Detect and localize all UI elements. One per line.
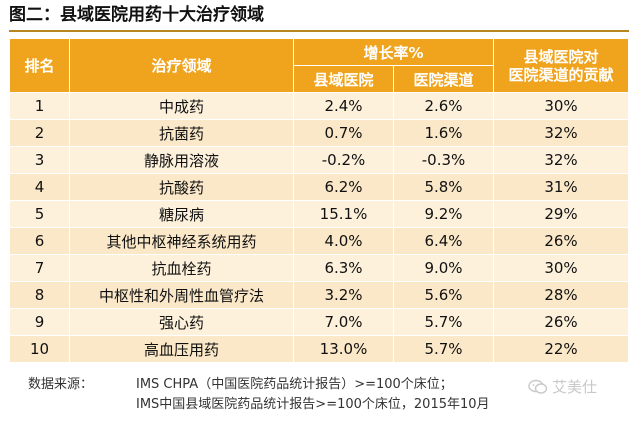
table-row: 5 糖尿病 15.1% 9.2% 29% <box>9 200 629 228</box>
cell-hospital-growth: 6.4% <box>393 227 494 255</box>
figure-title: 图二：县域医院用药十大治疗领域 <box>9 5 264 25</box>
cell-therapy-area: 抗菌药 <box>69 119 294 147</box>
cell-rank: 8 <box>9 281 70 309</box>
wechat-logo-icon <box>528 379 548 394</box>
cell-county-growth: 6.2% <box>293 173 394 201</box>
table-row: 1 中成药 2.4% 2.6% 30% <box>9 92 629 120</box>
table-row: 8 中枢性和外周性血管疗法 3.2% 5.6% 28% <box>9 281 629 309</box>
cell-therapy-area: 中枢性和外周性血管疗法 <box>69 281 294 309</box>
cell-contribution: 29% <box>493 200 629 228</box>
cell-therapy-area: 糖尿病 <box>69 200 294 228</box>
table-body: 1 中成药 2.4% 2.6% 30% 2 抗菌药 0.7% 1.6% 32% 3 静脉用溶液 -0.2… <box>9 92 629 363</box>
cell-hospital-growth: 1.6% <box>393 119 494 147</box>
title-divider <box>9 30 629 32</box>
cell-rank: 7 <box>9 254 70 282</box>
cell-therapy-area: 抗血栓药 <box>69 254 294 282</box>
cell-rank: 5 <box>9 200 70 228</box>
source-line-2: IMS中国县域医院药品统计报告>=100个床位，2015年10月 <box>136 397 490 412</box>
header-contribution: 县域医院对 医院渠道的贡献 <box>493 38 629 93</box>
cell-contribution: 30% <box>493 254 629 282</box>
table-row: 6 其他中枢神经系统用药 4.0% 6.4% 26% <box>9 227 629 255</box>
cell-hospital-growth: 9.2% <box>393 200 494 228</box>
watermark: 艾美仕 <box>528 376 597 397</box>
cell-therapy-area: 中成药 <box>69 92 294 120</box>
table-row: 4 抗酸药 6.2% 5.8% 31% <box>9 173 629 201</box>
cell-rank: 1 <box>9 92 70 120</box>
watermark-text: 艾美仕 <box>552 378 598 396</box>
table-row: 3 静脉用溶液 -0.2% -0.3% 32% <box>9 146 629 174</box>
cell-rank: 4 <box>9 173 70 201</box>
cell-contribution: 30% <box>493 92 629 120</box>
cell-county-growth: 13.0% <box>293 335 394 363</box>
therapy-area-table: 排名 治疗领域 增长率% 县域医院对 医院渠道的贡献 县域医院 医院渠道 1 中成… <box>9 38 629 363</box>
cell-hospital-growth: 5.7% <box>393 335 494 363</box>
cell-hospital-growth: 5.8% <box>393 173 494 201</box>
table-row: 2 抗菌药 0.7% 1.6% 32% <box>9 119 629 147</box>
header-rank: 排名 <box>9 38 70 93</box>
cell-contribution: 26% <box>493 227 629 255</box>
cell-rank: 3 <box>9 146 70 174</box>
cell-therapy-area: 静脉用溶液 <box>69 146 294 174</box>
cell-therapy-area: 其他中枢神经系统用药 <box>69 227 294 255</box>
cell-hospital-growth: 5.7% <box>393 308 494 336</box>
cell-county-growth: 3.2% <box>293 281 394 309</box>
header-contribution-line1: 县域医院对 <box>523 47 599 66</box>
cell-rank: 10 <box>9 335 70 363</box>
cell-therapy-area: 抗酸药 <box>69 173 294 201</box>
cell-contribution: 32% <box>493 119 629 147</box>
cell-contribution: 31% <box>493 173 629 201</box>
header-hospital-channel: 医院渠道 <box>393 65 494 93</box>
cell-rank: 2 <box>9 119 70 147</box>
cell-county-growth: 4.0% <box>293 227 394 255</box>
table-row: 7 抗血栓药 6.3% 9.0% 30% <box>9 254 629 282</box>
cell-hospital-growth: 9.0% <box>393 254 494 282</box>
cell-therapy-area: 强心药 <box>69 308 294 336</box>
table-row: 10 高血压用药 13.0% 5.7% 22% <box>9 335 629 363</box>
cell-county-growth: 7.0% <box>293 308 394 336</box>
cell-hospital-growth: 5.6% <box>393 281 494 309</box>
cell-contribution: 26% <box>493 308 629 336</box>
header-contribution-line2: 医院渠道的贡献 <box>508 65 614 84</box>
header-county-hospital: 县域医院 <box>293 65 394 93</box>
table-header: 排名 治疗领域 增长率% 县域医院对 医院渠道的贡献 县域医院 医院渠道 <box>9 38 629 93</box>
source-line-1: IMS CHPA（中国医院药品统计报告）>=100个床位； <box>136 377 453 392</box>
cell-contribution: 32% <box>493 146 629 174</box>
cell-rank: 9 <box>9 308 70 336</box>
cell-hospital-growth: 2.6% <box>393 92 494 120</box>
cell-county-growth: 6.3% <box>293 254 394 282</box>
cell-contribution: 28% <box>493 281 629 309</box>
cell-county-growth: 2.4% <box>293 92 394 120</box>
cell-county-growth: -0.2% <box>293 146 394 174</box>
cell-rank: 6 <box>9 227 70 255</box>
cell-contribution: 22% <box>493 335 629 363</box>
header-therapy-area: 治疗领域 <box>69 38 294 93</box>
cell-therapy-area: 高血压用药 <box>69 335 294 363</box>
cell-county-growth: 15.1% <box>293 200 394 228</box>
cell-hospital-growth: -0.3% <box>393 146 494 174</box>
header-growth-rate: 增长率% <box>293 38 494 66</box>
table-row: 9 强心药 7.0% 5.7% 26% <box>9 308 629 336</box>
source-label: 数据来源： <box>28 377 94 392</box>
cell-county-growth: 0.7% <box>293 119 394 147</box>
